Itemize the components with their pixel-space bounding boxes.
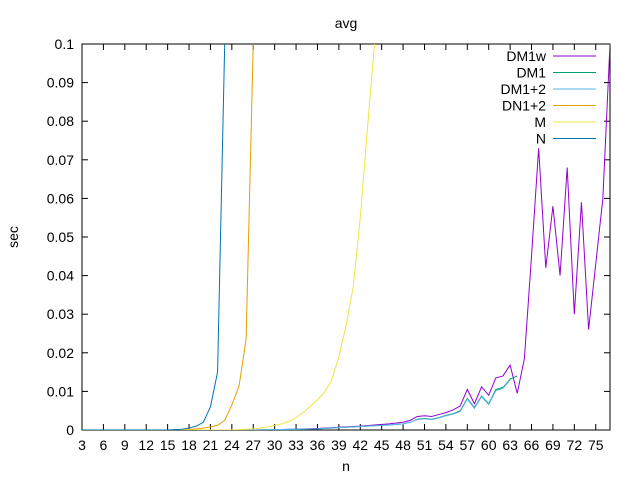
y-tick-label: 0.05	[47, 229, 74, 245]
legend-label: N	[536, 131, 546, 147]
x-tick-label: 36	[310, 437, 326, 453]
x-tick-label: 33	[288, 437, 304, 453]
series-line-dm1w	[82, 44, 610, 430]
x-tick-label: 42	[352, 437, 368, 453]
x-tick-label: 15	[160, 437, 176, 453]
x-tick-label: 63	[502, 437, 518, 453]
legend-label: DN1+2	[502, 98, 546, 114]
y-tick-label: 0.09	[47, 75, 74, 91]
y-tick-label: 0.01	[47, 383, 74, 399]
x-tick-label: 72	[567, 437, 583, 453]
x-tick-label: 75	[588, 437, 604, 453]
x-tick-label: 39	[331, 437, 347, 453]
x-tick-label: 54	[438, 437, 454, 453]
legend-label: DM1+2	[500, 81, 546, 97]
series-layer	[82, 44, 610, 430]
x-tick-label: 24	[224, 437, 240, 453]
x-tick-label: 48	[395, 437, 411, 453]
x-axis-label: n	[342, 458, 350, 474]
x-tick-label: 69	[545, 437, 561, 453]
x-tick-label: 18	[181, 437, 197, 453]
y-tick-label: 0.1	[55, 36, 75, 52]
x-tick-label: 21	[203, 437, 219, 453]
x-tick-label: 12	[138, 437, 154, 453]
x-tick-label: 3	[78, 437, 86, 453]
chart-title: avg	[335, 15, 358, 31]
y-tick-label: 0.07	[47, 152, 74, 168]
y-axis-label: sec	[5, 226, 21, 248]
x-tick-label: 57	[460, 437, 476, 453]
x-tick-label: 66	[524, 437, 540, 453]
y-tick-label: 0.03	[47, 306, 74, 322]
x-tick-label: 6	[100, 437, 108, 453]
legend-label: M	[534, 114, 546, 130]
x-tick-label: 60	[481, 437, 497, 453]
series-line-dm1	[82, 375, 518, 430]
series-line-dn1-2	[82, 44, 254, 430]
x-tick-label: 9	[121, 437, 129, 453]
series-line-dm1-2	[82, 379, 511, 430]
x-tick-label: 30	[267, 437, 283, 453]
y-tick-label: 0	[66, 422, 74, 438]
y-tick-label: 0.08	[47, 113, 74, 129]
x-tick-label: 27	[245, 437, 261, 453]
legend-label: DM1	[516, 65, 546, 81]
series-line-n	[82, 44, 226, 430]
legend-label: DM1w	[506, 48, 547, 64]
y-tick-label: 0.02	[47, 345, 74, 361]
y-tick-label: 0.04	[47, 268, 74, 284]
series-line-m	[82, 44, 376, 430]
ticks-layer: 3 6 9 12 15 18 21 24 27 30 33 36 39 42 45 48 51 54 57 60 63 6…	[47, 36, 610, 453]
x-tick-label: 45	[374, 437, 390, 453]
x-tick-label: 51	[417, 437, 433, 453]
y-tick-label: 0.06	[47, 190, 74, 206]
